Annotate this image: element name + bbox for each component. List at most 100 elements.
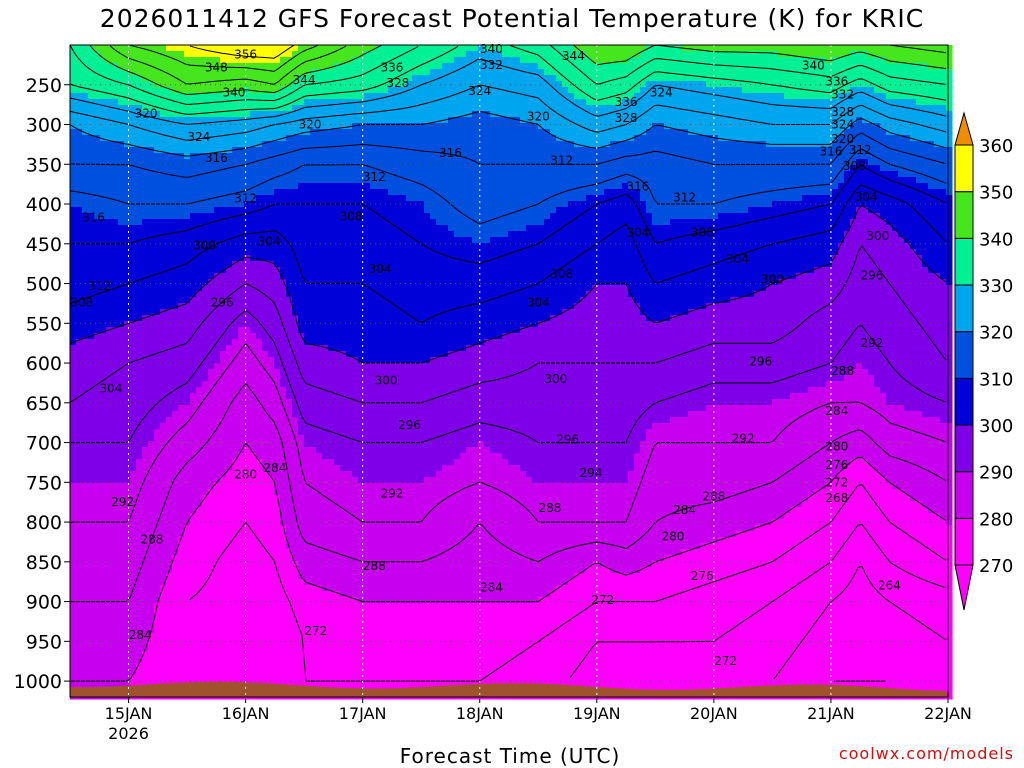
theta-cell (328, 153, 335, 160)
theta-cell (76, 123, 83, 130)
theta-cell (304, 543, 311, 550)
theta-cell (208, 603, 215, 610)
theta-cell (124, 669, 131, 676)
theta-cell (100, 561, 107, 568)
theta-cell (136, 243, 143, 250)
theta-cell (160, 189, 167, 196)
theta-cell (196, 99, 203, 106)
theta-cell (166, 603, 173, 610)
theta-cell (334, 297, 341, 304)
theta-cell (256, 657, 263, 664)
theta-cell (88, 111, 95, 118)
theta-cell (148, 123, 155, 130)
theta-cell (316, 399, 323, 406)
theta-cell (160, 177, 167, 184)
theta-cell (130, 135, 137, 142)
theta-cell (76, 429, 83, 436)
theta-cell (124, 309, 131, 316)
theta-cell (220, 99, 227, 106)
theta-cell (292, 639, 299, 646)
theta-cell (298, 87, 305, 94)
theta-cell (250, 369, 257, 376)
theta-cell (202, 339, 209, 346)
theta-cell (328, 483, 335, 490)
theta-cell (310, 411, 317, 418)
theta-cell (82, 543, 89, 550)
theta-cell (100, 99, 107, 106)
theta-cell (226, 243, 233, 250)
theta-cell (166, 375, 173, 382)
theta-cell (154, 147, 161, 154)
theta-cell (256, 153, 263, 160)
theta-cell (232, 249, 239, 256)
theta-cell (190, 663, 197, 670)
theta-cell (94, 435, 101, 442)
theta-cell (226, 603, 233, 610)
theta-cell (280, 537, 287, 544)
theta-cell (310, 483, 317, 490)
theta-cell (190, 609, 197, 616)
theta-cell (106, 165, 113, 172)
theta-cell (340, 165, 347, 172)
theta-cell (220, 519, 227, 526)
theta-cell (154, 267, 161, 274)
theta-cell (328, 669, 335, 676)
theta-cell (292, 525, 299, 532)
theta-cell (202, 531, 209, 538)
theta-cell (262, 57, 269, 64)
theta-cell (202, 351, 209, 358)
theta-cell (172, 513, 179, 520)
theta-cell (202, 471, 209, 478)
theta-cell (154, 285, 161, 292)
theta-cell (250, 333, 257, 340)
theta-cell (280, 495, 287, 502)
theta-cell (250, 411, 257, 418)
theta-cell (328, 447, 335, 454)
theta-cell (322, 345, 329, 352)
theta-cell (130, 651, 137, 658)
theta-cell (142, 621, 149, 628)
theta-cell (172, 375, 179, 382)
theta-cell (196, 333, 203, 340)
theta-cell (178, 345, 185, 352)
theta-cell (160, 291, 167, 298)
theta-cell (190, 471, 197, 478)
theta-cell (274, 249, 281, 256)
theta-cell (226, 81, 233, 88)
theta-cell (70, 657, 77, 664)
theta-cell (250, 537, 257, 544)
theta-cell (82, 345, 89, 352)
theta-cell (334, 645, 341, 652)
theta-cell (226, 255, 233, 262)
theta-cell (160, 171, 167, 178)
theta-cell (256, 99, 263, 106)
theta-cell (328, 675, 335, 682)
theta-cell (148, 381, 155, 388)
theta-cell (70, 195, 77, 202)
theta-cell (88, 543, 95, 550)
theta-cell (142, 315, 149, 322)
theta-cell (148, 291, 155, 298)
theta-cell (196, 129, 203, 136)
theta-cell (196, 441, 203, 448)
theta-cell (274, 579, 281, 586)
theta-cell (268, 135, 275, 142)
theta-cell (214, 645, 221, 652)
theta-cell (232, 537, 239, 544)
theta-cell (178, 75, 185, 82)
theta-cell (262, 621, 269, 628)
theta-cell (262, 573, 269, 580)
theta-cell (250, 93, 257, 100)
theta-cell (322, 477, 329, 484)
theta-cell (202, 255, 209, 262)
theta-cell (334, 183, 341, 190)
theta-cell (160, 255, 167, 262)
theta-cell (154, 627, 161, 634)
theta-cell (334, 69, 341, 76)
theta-cell (100, 321, 107, 328)
theta-cell (166, 213, 173, 220)
theta-cell (136, 177, 143, 184)
theta-cell (124, 267, 131, 274)
theta-cell (328, 93, 335, 100)
theta-cell (298, 267, 305, 274)
